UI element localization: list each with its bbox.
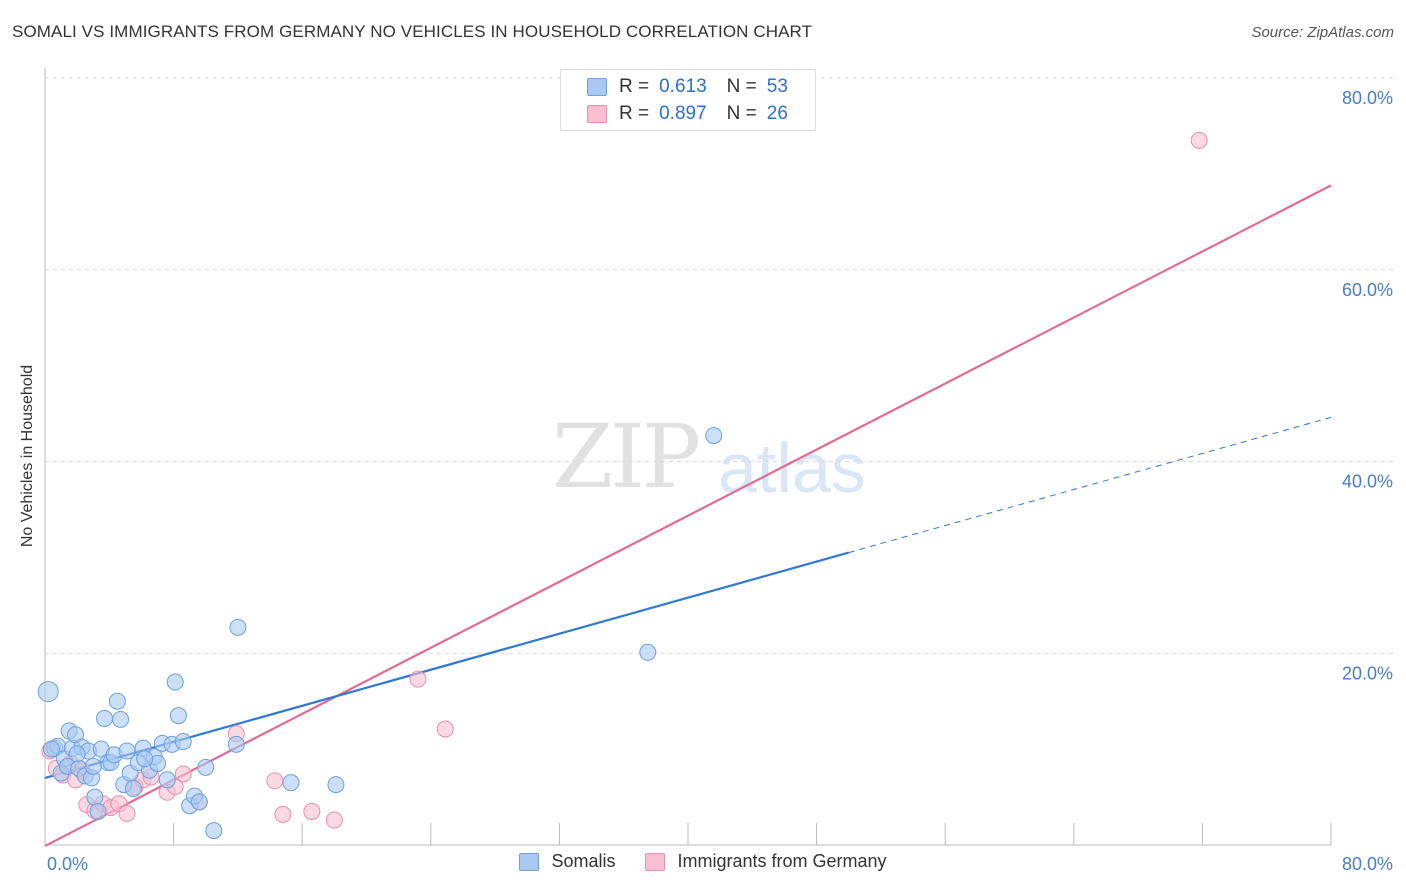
somalis-point [42, 740, 60, 758]
somalis-point [639, 643, 657, 661]
r-label: R = [619, 103, 650, 124]
germany-point [436, 720, 454, 738]
chart-title: SOMALI VS IMMIGRANTS FROM GERMANY NO VEH… [12, 22, 813, 41]
somalis-point [124, 779, 142, 797]
germany-point [1190, 131, 1208, 149]
somalis-point [197, 758, 215, 776]
somalis-point [166, 673, 184, 691]
x-tick-label-max: 80.0% [1342, 854, 1393, 874]
germany-point [303, 802, 321, 820]
somalis-point [108, 692, 126, 710]
germany-point [118, 804, 136, 822]
somalis-point [112, 710, 130, 728]
stats-row-somalis: R = 0.613 N = 53 [587, 75, 788, 99]
watermark-atlas: atlas [718, 429, 866, 507]
n-value-germany: 26 [766, 103, 788, 124]
watermark-zip: ZIP [552, 405, 701, 508]
n-label: N = [726, 103, 757, 124]
y-tick-label: 20.0% [1342, 663, 1393, 683]
legend-label-somalis: Somalis [551, 851, 616, 871]
somalis-point [229, 618, 247, 636]
legend-item-somalis[interactable]: Somalis [519, 851, 615, 872]
somalis-point [136, 750, 154, 768]
r-value-somalis: 0.613 [659, 76, 707, 97]
germany-point [174, 765, 192, 783]
r-value-germany: 0.897 [659, 103, 707, 124]
somalis-swatch [519, 852, 540, 871]
germany-point [274, 805, 292, 823]
y-tick-label: 60.0% [1342, 280, 1393, 300]
somalis-point [705, 427, 723, 445]
source-label: Source: ZipAtlas.com [1251, 24, 1394, 41]
n-label: N = [726, 76, 757, 97]
germany-point [409, 670, 427, 688]
germany-swatch [587, 105, 607, 123]
somalis-point [169, 707, 187, 725]
somalis-point [89, 802, 107, 820]
somalis-point [282, 774, 300, 792]
somalis-point [227, 735, 245, 753]
somalis-point [68, 745, 86, 763]
somalis-point [190, 793, 208, 811]
series-legend: Somalis Immigrants from Germany [0, 851, 1406, 872]
somalis-point [37, 681, 59, 703]
germany-point [325, 811, 343, 829]
somalis-point [84, 757, 102, 775]
data-points [37, 131, 1208, 840]
somalis-point [205, 822, 223, 840]
somalis-point [86, 788, 104, 806]
legend-label-germany: Immigrants from Germany [677, 851, 887, 871]
stats-legend: R = 0.613 N = 53 R = 0.897 N = 26 [560, 69, 816, 131]
somalis-swatch [587, 78, 607, 96]
legend-item-germany[interactable]: Immigrants from Germany [645, 851, 887, 872]
germany-point [266, 772, 284, 790]
x-axis-ticks [44, 823, 1332, 845]
grid-lines [45, 77, 1394, 654]
stats-row-germany: R = 0.897 N = 26 [587, 102, 788, 126]
somalis-point [174, 732, 192, 750]
somalis-point [95, 709, 113, 727]
germany-swatch [645, 852, 666, 871]
x-tick-label-min: 0.0% [47, 854, 88, 874]
somalis-point [158, 771, 176, 789]
somalis-point [327, 776, 345, 794]
n-value-somalis: 53 [766, 76, 788, 97]
germany-trend-line [44, 184, 1332, 847]
somalis-point [118, 742, 136, 760]
tick-labels: 20.0% 40.0% 60.0% 80.0% 0.0% 80.0% [47, 88, 1393, 874]
somalis-trend-extension [848, 416, 1332, 554]
y-tick-label: 40.0% [1342, 472, 1393, 492]
r-label: R = [619, 76, 650, 97]
y-tick-label: 80.0% [1342, 88, 1393, 108]
